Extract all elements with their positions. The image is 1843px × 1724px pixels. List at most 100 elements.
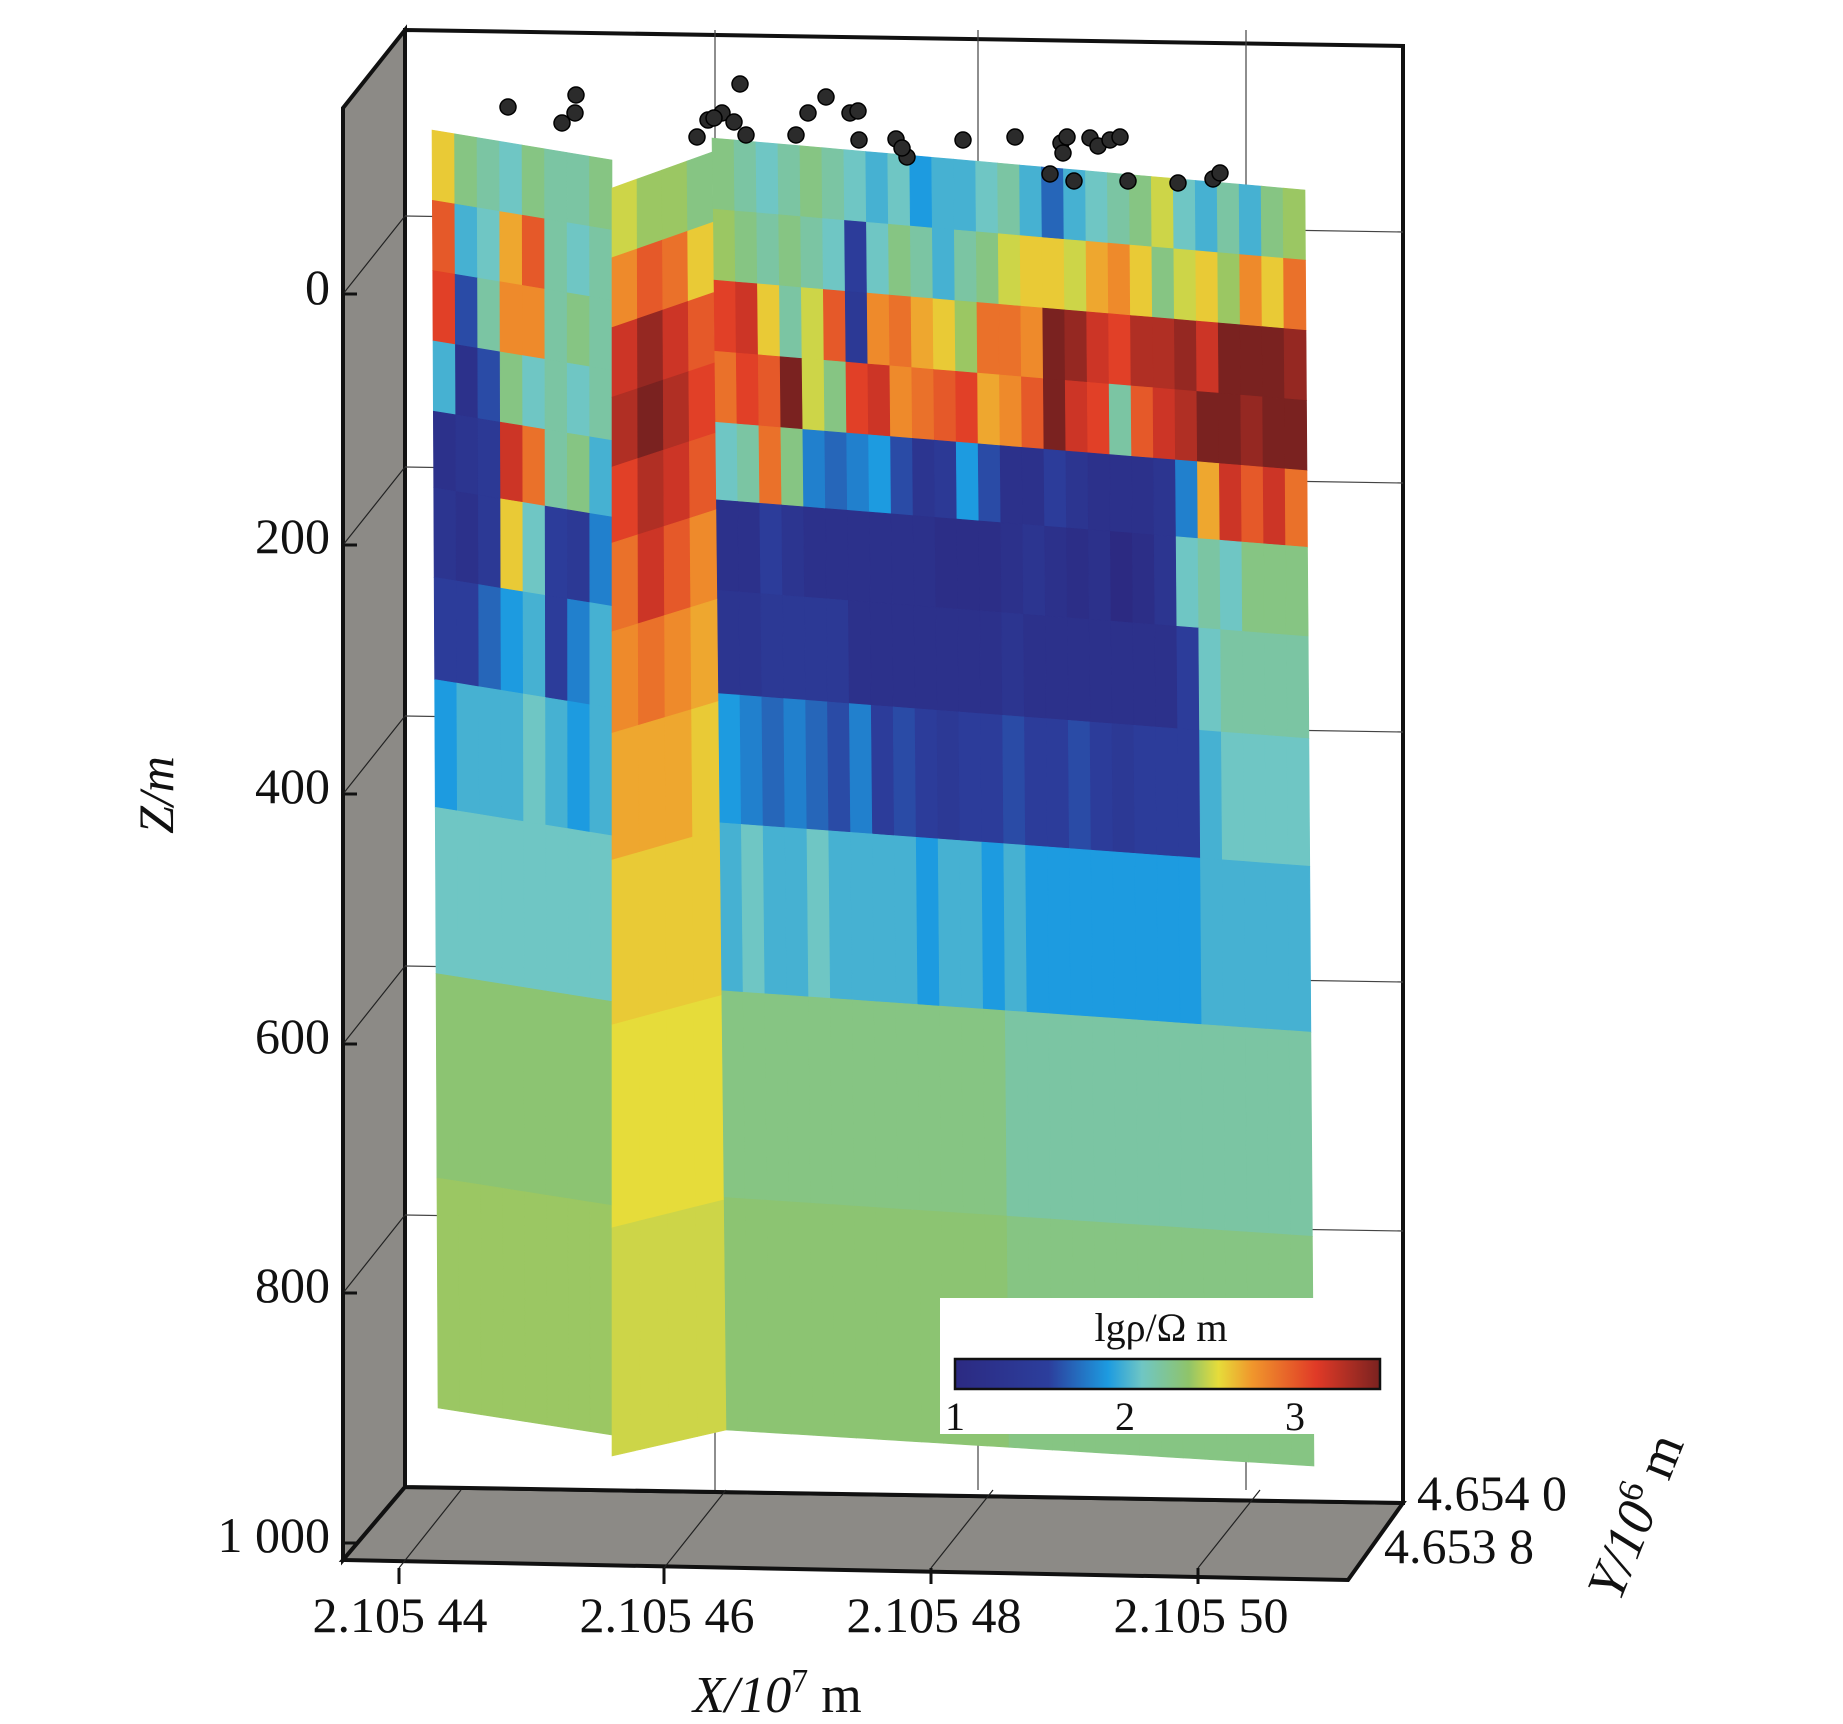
- resistivity-cell: [637, 449, 665, 536]
- resistivity-cell: [1135, 1019, 1161, 1227]
- resistivity-cell: [544, 429, 568, 511]
- resistivity-cell: [454, 133, 478, 209]
- resistivity-cell: [544, 595, 568, 702]
- resistivity-cell: [1152, 316, 1176, 390]
- resistivity-cell: [1196, 391, 1220, 464]
- resistivity-cell: [1019, 235, 1044, 309]
- resistivity-cell: [690, 598, 719, 710]
- y-axis-label: Y/106 m: [1571, 1424, 1695, 1608]
- resistivity-cell: [975, 160, 999, 235]
- resistivity-cell: [544, 148, 568, 224]
- resistivity-cell: [1157, 1021, 1182, 1229]
- resistivity-cell: [1175, 536, 1200, 629]
- resistivity-cell: [762, 825, 788, 996]
- resistivity-cell: [847, 509, 871, 603]
- resistivity-cell: [567, 509, 591, 603]
- resistivity-cell: [434, 679, 458, 812]
- resistivity-cell: [1132, 622, 1157, 728]
- grid-line: [342, 1214, 406, 1294]
- resistivity-cell: [778, 214, 802, 288]
- resistivity-cell: [779, 356, 804, 430]
- x-axis-label: X/107 m: [691, 1663, 862, 1724]
- resistivity-cell: [522, 425, 546, 507]
- resistivity-cell: [611, 458, 639, 544]
- resistivity-cell: [847, 600, 872, 706]
- resistivity-cell: [666, 1002, 696, 1215]
- resistivity-cell: [1024, 716, 1048, 848]
- station-marker: [737, 126, 755, 144]
- resistivity-cell: [868, 511, 893, 605]
- resistivity-cell: [431, 199, 456, 275]
- resistivity-cell: [1063, 239, 1087, 313]
- grid-line: [663, 1489, 727, 1569]
- resistivity-cell: [805, 699, 830, 832]
- resistivity-cell: [723, 1197, 749, 1432]
- resistivity-cell: [589, 366, 613, 441]
- resistivity-cell: [1002, 714, 1026, 846]
- resistivity-cell: [454, 273, 479, 349]
- resistivity-cell: [1092, 1016, 1117, 1224]
- resistivity-cell: [897, 1208, 923, 1443]
- resistivity-cell: [822, 289, 847, 363]
- resistivity-cell: [1285, 545, 1309, 637]
- resistivity-cell: [1087, 452, 1111, 532]
- resistivity-cell: [735, 281, 759, 356]
- resistivity-cell: [689, 509, 718, 608]
- resistivity-cell: [1042, 307, 1066, 381]
- resistivity-cell: [1217, 252, 1241, 326]
- resistivity-cell: [478, 686, 502, 819]
- resistivity-cell: [589, 226, 613, 301]
- resistivity-cell: [953, 229, 978, 303]
- resistivity-cell: [431, 129, 456, 205]
- resistivity-cell: [611, 318, 638, 398]
- resistivity-cell: [782, 595, 806, 701]
- y-tick-label: 4.653 8: [1384, 1518, 1534, 1574]
- resistivity-cell: [1218, 392, 1242, 466]
- resistivity-cell: [851, 999, 877, 1208]
- resistivity-cell: [892, 706, 917, 838]
- resistivity-cell: [611, 388, 639, 468]
- resistivity-cell: [1085, 240, 1109, 314]
- resistivity-cell: [935, 607, 960, 713]
- z-axis: 0 200 400 600 800 1 000 Z/m: [128, 259, 330, 1563]
- resistivity-cell: [638, 844, 667, 1018]
- resistivity-cell: [567, 1198, 591, 1432]
- resistivity-cell: [936, 709, 961, 841]
- resistivity-cell: [803, 506, 827, 600]
- resistivity-cell: [664, 709, 693, 846]
- resistivity-cell: [1152, 387, 1176, 461]
- resistivity-cell: [589, 436, 613, 518]
- resistivity-cell: [953, 158, 977, 233]
- resistivity-cell: [1176, 625, 1200, 731]
- resistivity-cell: [822, 218, 846, 292]
- resistivity-cell: [521, 285, 546, 360]
- resistivity-cell: [909, 225, 934, 300]
- resistivity-cell: [997, 233, 1022, 307]
- resistivity-cell: [692, 828, 722, 1004]
- resistivity-cell: [1021, 376, 1045, 450]
- resistivity-cell: [687, 221, 714, 302]
- resistivity-cell: [611, 623, 639, 734]
- resistivity-cell: [522, 591, 546, 698]
- resistivity-cell: [913, 605, 938, 711]
- resistivity-cell: [1067, 719, 1092, 851]
- resistivity-cell: [979, 610, 1003, 716]
- resistivity-cell: [1089, 721, 1114, 853]
- resistivity-cell: [501, 817, 525, 988]
- resistivity-cell: [1200, 857, 1224, 1027]
- resistivity-cell: [1178, 856, 1203, 1025]
- resistivity-cell: [1070, 1014, 1095, 1223]
- station-marker: [705, 109, 723, 127]
- station-marker: [817, 88, 835, 106]
- resistivity-cell: [1047, 846, 1072, 1016]
- station-marker: [553, 114, 571, 132]
- resistivity-cell: [1260, 185, 1284, 259]
- resistivity-cell: [523, 821, 547, 992]
- resistivity-cell: [955, 370, 979, 445]
- resistivity-cell: [433, 487, 457, 582]
- resistivity-cell: [827, 701, 851, 833]
- resistivity-cell: [1283, 257, 1307, 331]
- resistivity-cell: [435, 973, 460, 1182]
- station-marker: [850, 131, 868, 149]
- resistivity-cell: [1025, 844, 1050, 1015]
